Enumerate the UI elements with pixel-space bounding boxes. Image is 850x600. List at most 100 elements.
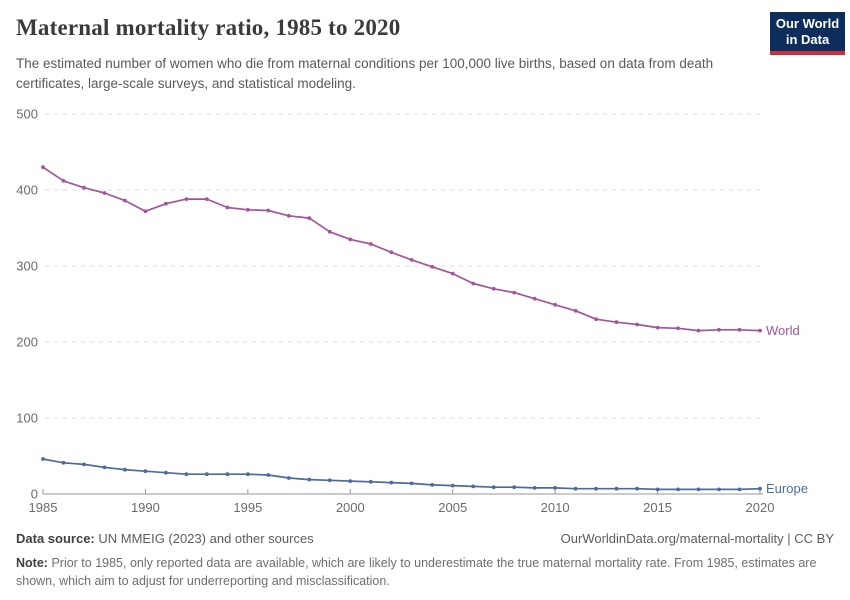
- europe-data-point[interactable]: [430, 483, 435, 487]
- europe-data-point[interactable]: [573, 486, 578, 491]
- europe-data-point[interactable]: [123, 467, 127, 472]
- owid-logo[interactable]: Our World in Data: [770, 12, 845, 55]
- world-data-point[interactable]: [758, 328, 762, 333]
- europe-data-point[interactable]: [532, 486, 537, 490]
- owid-logo-line1: Our World: [775, 16, 840, 31]
- y-tick-label: 300: [16, 259, 38, 274]
- europe-data-point[interactable]: [676, 487, 680, 492]
- world-data-point[interactable]: [717, 327, 721, 332]
- world-data-point[interactable]: [594, 317, 598, 322]
- world-data-point[interactable]: [655, 325, 660, 330]
- world-data-point[interactable]: [696, 328, 701, 333]
- europe-data-point[interactable]: [655, 487, 660, 492]
- world-data-point[interactable]: [307, 216, 312, 221]
- europe-data-point[interactable]: [184, 472, 189, 477]
- world-data-point[interactable]: [164, 201, 168, 206]
- europe-data-point[interactable]: [246, 472, 250, 477]
- world-data-point[interactable]: [246, 207, 250, 212]
- europe-data-point[interactable]: [696, 487, 701, 492]
- world-data-point[interactable]: [184, 197, 189, 202]
- chart-subtitle: The estimated number of women who die fr…: [16, 56, 714, 91]
- world-data-point[interactable]: [143, 209, 148, 214]
- europe-data-point[interactable]: [594, 486, 598, 491]
- world-data-point[interactable]: [41, 165, 45, 170]
- world-data-point[interactable]: [225, 205, 230, 210]
- europe-data-point[interactable]: [491, 485, 496, 490]
- europe-data-point[interactable]: [409, 481, 414, 486]
- europe-data-point[interactable]: [368, 479, 373, 484]
- europe-data-point[interactable]: [266, 473, 271, 477]
- world-data-point[interactable]: [532, 296, 537, 301]
- world-line[interactable]: [42, 166, 761, 332]
- world-data-point[interactable]: [266, 208, 271, 213]
- world-data-point[interactable]: [409, 258, 414, 262]
- world-data-point[interactable]: [450, 271, 455, 276]
- x-tick-label: 2020: [746, 500, 775, 515]
- y-tick-label: 500: [16, 107, 38, 122]
- x-tick-label: 2000: [336, 500, 365, 515]
- europe-data-point[interactable]: [614, 486, 619, 491]
- world-data-point[interactable]: [491, 286, 496, 291]
- europe-data-point[interactable]: [717, 487, 721, 492]
- europe-data-point[interactable]: [143, 469, 148, 474]
- europe-data-point[interactable]: [82, 462, 86, 467]
- world-data-point[interactable]: [368, 242, 373, 246]
- note-text: Prior to 1985, only reported data are av…: [16, 556, 817, 588]
- europe-data-point[interactable]: [102, 465, 107, 470]
- attribution-link[interactable]: OurWorldinData.org/maternal-mortality | …: [560, 531, 834, 546]
- europe-data-point[interactable]: [164, 470, 168, 475]
- x-tick-label: 1995: [233, 500, 262, 515]
- europe-data-point[interactable]: [512, 485, 517, 490]
- world-data-point[interactable]: [61, 179, 66, 183]
- data-source-label: Data source:: [16, 531, 95, 546]
- europe-data-point[interactable]: [737, 487, 742, 492]
- europe-data-point[interactable]: [553, 486, 557, 490]
- europe-data-point[interactable]: [286, 476, 291, 480]
- europe-data-point[interactable]: [758, 486, 762, 491]
- y-tick-label: 200: [16, 335, 38, 350]
- world-data-point[interactable]: [430, 264, 435, 269]
- world-data-point[interactable]: [102, 191, 107, 195]
- x-tick-label: 2010: [541, 500, 570, 515]
- world-data-point[interactable]: [348, 237, 353, 242]
- data-source-text: UN MMEIG (2023) and other sources: [98, 531, 314, 546]
- europe-data-point[interactable]: [348, 479, 353, 483]
- world-data-point[interactable]: [123, 198, 127, 203]
- y-tick-label: 100: [16, 411, 38, 426]
- world-data-point[interactable]: [286, 213, 291, 218]
- europe-data-point[interactable]: [471, 484, 476, 489]
- x-tick-label: 1985: [29, 500, 58, 515]
- x-tick-label: 2005: [438, 500, 467, 515]
- world-data-point[interactable]: [676, 326, 680, 331]
- europe-data-point[interactable]: [307, 477, 312, 482]
- europe-data-point[interactable]: [389, 480, 394, 485]
- series-label-world[interactable]: World: [766, 323, 800, 338]
- europe-data-point[interactable]: [327, 478, 332, 483]
- world-data-point[interactable]: [635, 322, 639, 327]
- world-data-point[interactable]: [512, 290, 517, 295]
- europe-data-point[interactable]: [41, 457, 45, 461]
- world-data-point[interactable]: [573, 308, 578, 313]
- world-data-point[interactable]: [82, 185, 86, 190]
- x-tick-label: 1990: [131, 500, 160, 515]
- europe-data-point[interactable]: [61, 460, 66, 465]
- note-line: Note: Prior to 1985, only reported data …: [16, 554, 832, 590]
- series-label-europe[interactable]: Europe: [766, 481, 808, 496]
- world-data-point[interactable]: [327, 229, 332, 234]
- page-title: Maternal mortality ratio, 1985 to 2020: [16, 15, 401, 40]
- europe-data-point[interactable]: [205, 472, 209, 477]
- y-tick-label: 0: [31, 487, 38, 502]
- world-data-point[interactable]: [389, 250, 394, 255]
- note-label: Note:: [16, 556, 48, 570]
- europe-line[interactable]: [42, 458, 761, 491]
- world-data-point[interactable]: [553, 302, 557, 307]
- europe-data-point[interactable]: [450, 483, 455, 488]
- world-data-point[interactable]: [737, 327, 742, 332]
- world-data-point[interactable]: [471, 281, 476, 286]
- europe-data-point[interactable]: [225, 472, 230, 477]
- europe-data-point[interactable]: [635, 486, 639, 491]
- world-data-point[interactable]: [614, 320, 619, 325]
- world-data-point[interactable]: [205, 197, 209, 202]
